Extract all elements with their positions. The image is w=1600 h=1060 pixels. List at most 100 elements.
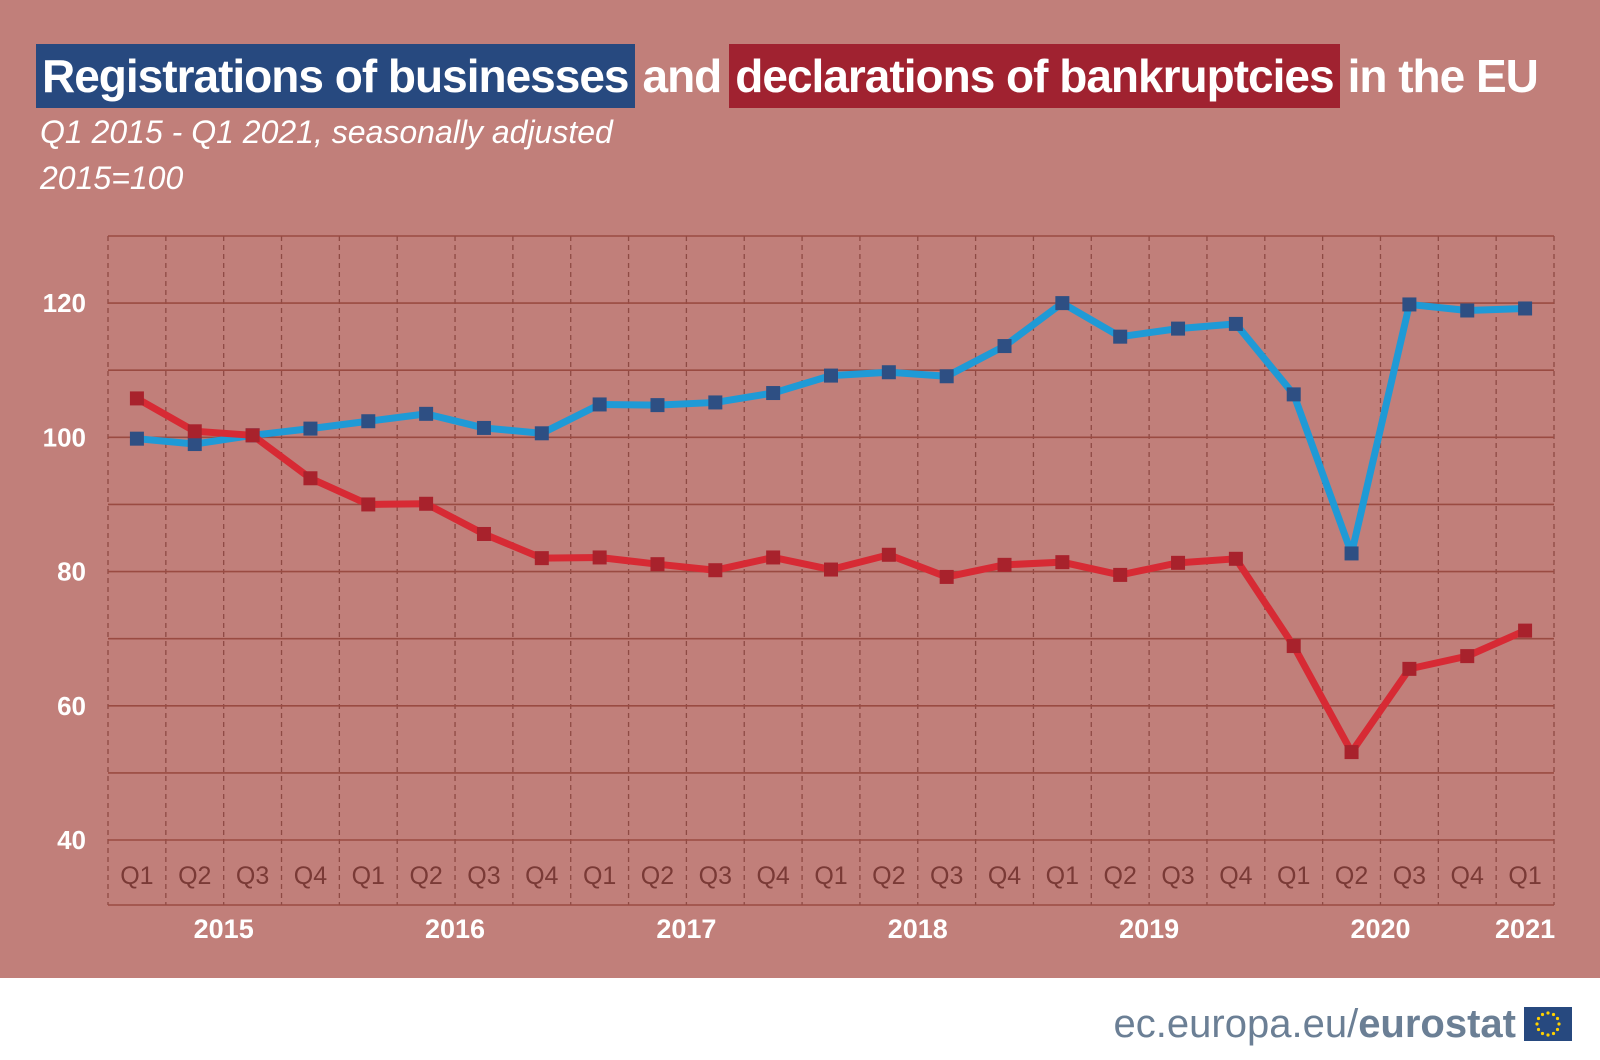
x-year-label: 2017 <box>656 914 716 944</box>
data-point <box>1518 623 1533 638</box>
data-point <box>303 471 318 486</box>
data-point <box>1518 301 1533 316</box>
data-point <box>1402 297 1417 312</box>
x-tick-label: Q2 <box>1104 862 1137 890</box>
y-tick-label: 80 <box>57 557 86 587</box>
data-point <box>1055 296 1070 311</box>
x-tick-label: Q1 <box>814 862 847 890</box>
x-tick-label: Q4 <box>1219 862 1252 890</box>
data-point <box>1113 329 1128 344</box>
x-year-label: 2021 <box>1495 914 1555 944</box>
data-point <box>129 431 144 446</box>
data-point <box>997 339 1012 354</box>
data-point <box>303 421 318 436</box>
data-point <box>187 424 202 439</box>
data-point <box>361 497 376 512</box>
x-tick-label: Q4 <box>756 862 789 890</box>
x-tick-label: Q4 <box>1451 862 1484 890</box>
data-point <box>187 437 202 452</box>
x-year-label: 2016 <box>425 914 485 944</box>
y-tick-label: 100 <box>43 422 86 452</box>
x-tick-label: Q1 <box>352 862 385 890</box>
data-point <box>1460 649 1475 664</box>
x-year-label: 2019 <box>1119 914 1179 944</box>
data-point <box>1344 546 1359 561</box>
x-tick-label: Q4 <box>294 862 327 890</box>
data-point <box>939 369 954 384</box>
x-tick-label: Q2 <box>1335 862 1368 890</box>
chart-title: Registrations of businesses and declarat… <box>36 44 1546 108</box>
chart-subtitle: Q1 2015 - Q1 2021, seasonally adjusted <box>40 114 613 150</box>
title-registrations: Registrations of businesses <box>36 44 635 108</box>
x-tick-label: Q3 <box>467 862 500 890</box>
title-in-the-eu: in the EU <box>1347 50 1539 102</box>
data-point <box>1171 555 1186 570</box>
x-tick-label: Q1 <box>1046 862 1079 890</box>
title-and: and <box>642 50 723 102</box>
data-point <box>766 550 781 565</box>
data-point <box>766 386 781 401</box>
x-year-label: 2020 <box>1350 914 1410 944</box>
data-point <box>534 551 549 566</box>
y-tick-label: 40 <box>57 825 86 855</box>
x-tick-label: Q4 <box>525 862 558 890</box>
data-point <box>708 563 723 578</box>
chart-base-note: 2015=100 <box>40 160 184 196</box>
data-point <box>1113 567 1128 582</box>
eu-flag-icon <box>1524 1007 1572 1041</box>
data-point <box>939 569 954 584</box>
data-point <box>419 496 434 511</box>
data-point <box>476 420 491 435</box>
chart-panel <box>0 0 1600 978</box>
data-point <box>881 365 896 380</box>
y-tick-label: 60 <box>57 691 86 721</box>
x-tick-label: Q1 <box>583 862 616 890</box>
data-point <box>1055 555 1070 570</box>
x-tick-label: Q1 <box>1508 862 1541 890</box>
x-tick-label: Q3 <box>236 862 269 890</box>
data-point <box>650 557 665 572</box>
x-tick-label: Q1 <box>1277 862 1310 890</box>
data-point <box>476 526 491 541</box>
x-tick-label: Q2 <box>872 862 905 890</box>
series-line-0 <box>133 299 1529 557</box>
x-tick-label: Q3 <box>1393 862 1426 890</box>
data-point <box>1286 387 1301 402</box>
data-point <box>1228 551 1243 566</box>
data-point <box>534 426 549 441</box>
line-chart: 40 60 80 100 120 Q1 Q2 Q3 Q4 Q1 Q2 Q3 Q4 Q1 Q2 Q3 Q4 Q1 Q2… <box>43 235 1555 944</box>
x-tick-label: Q3 <box>1161 862 1194 890</box>
x-year-label: 2018 <box>888 914 948 944</box>
data-point <box>650 398 665 413</box>
data-point <box>1286 639 1301 654</box>
x-tick-label: Q3 <box>930 862 963 890</box>
data-point <box>1171 321 1186 336</box>
data-point <box>129 391 144 406</box>
title-bankruptcies: declarations of bankruptcies <box>729 44 1340 108</box>
y-tick-label: 120 <box>43 288 86 318</box>
data-point <box>1344 745 1359 760</box>
x-tick-label: Q4 <box>988 862 1021 890</box>
data-point <box>824 368 838 383</box>
data-point <box>245 428 260 443</box>
data-point <box>1460 303 1475 318</box>
x-tick-label: Q2 <box>178 862 211 890</box>
data-point <box>881 547 896 562</box>
data-point <box>592 550 607 565</box>
data-point <box>708 395 723 410</box>
data-point <box>592 397 607 412</box>
data-point <box>1402 661 1417 676</box>
footer-brand[interactable]: eurostat <box>1358 1001 1516 1046</box>
data-point <box>419 406 434 421</box>
footer-source: ec.europa.eu/eurostat <box>1114 1000 1572 1048</box>
data-point <box>1228 316 1243 331</box>
data-point <box>824 562 838 577</box>
footer-site[interactable]: ec.europa.eu/ <box>1113 1001 1359 1046</box>
x-tick-label: Q2 <box>409 862 442 890</box>
data-point <box>997 557 1012 572</box>
x-tick-label: Q3 <box>699 862 732 890</box>
data-point <box>361 414 376 429</box>
x-tick-label: Q2 <box>641 862 674 890</box>
x-year-label: 2015 <box>194 914 254 944</box>
x-tick-label: Q1 <box>120 862 153 890</box>
